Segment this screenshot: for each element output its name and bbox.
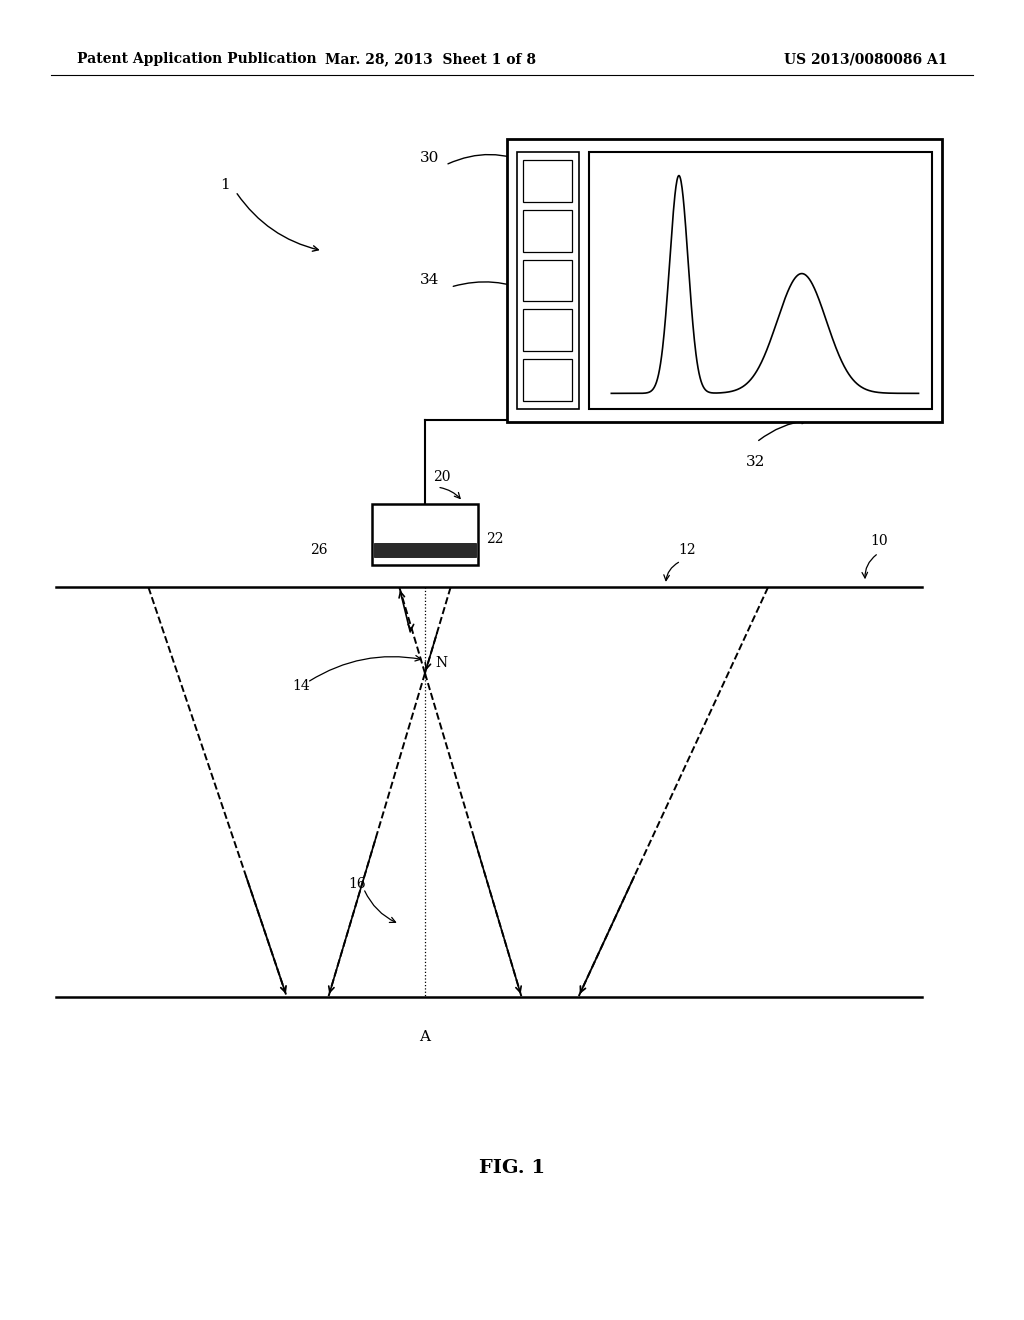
Text: 10: 10 (870, 535, 888, 548)
Text: 12: 12 (678, 544, 695, 557)
Bar (517, 152, 579, 409)
Text: US 2013/0080086 A1: US 2013/0080086 A1 (783, 53, 947, 66)
Text: 32: 32 (746, 455, 766, 469)
Text: N: N (435, 656, 447, 669)
Text: 34: 34 (420, 273, 439, 288)
Bar (523, 359, 572, 401)
Text: 14: 14 (292, 680, 309, 693)
Text: Patent Application Publication: Patent Application Publication (77, 53, 316, 66)
Text: Mar. 28, 2013  Sheet 1 of 8: Mar. 28, 2013 Sheet 1 of 8 (325, 53, 536, 66)
Text: t: t (927, 395, 932, 408)
Text: 16: 16 (348, 878, 366, 891)
Bar (523, 260, 572, 301)
Bar (372, 504, 478, 565)
Text: 20: 20 (433, 470, 451, 484)
Text: 22: 22 (486, 532, 504, 545)
Bar (523, 210, 572, 252)
Bar (374, 543, 476, 557)
Text: 30: 30 (420, 152, 439, 165)
Text: A: A (420, 1030, 430, 1044)
Text: 1: 1 (220, 178, 230, 191)
Bar (523, 309, 572, 351)
Bar (589, 152, 932, 409)
Text: I [dB]: I [dB] (620, 168, 653, 181)
Text: 26: 26 (310, 544, 328, 557)
Text: FIG. 1: FIG. 1 (479, 1159, 545, 1177)
Bar (523, 160, 572, 202)
Bar (507, 139, 942, 422)
